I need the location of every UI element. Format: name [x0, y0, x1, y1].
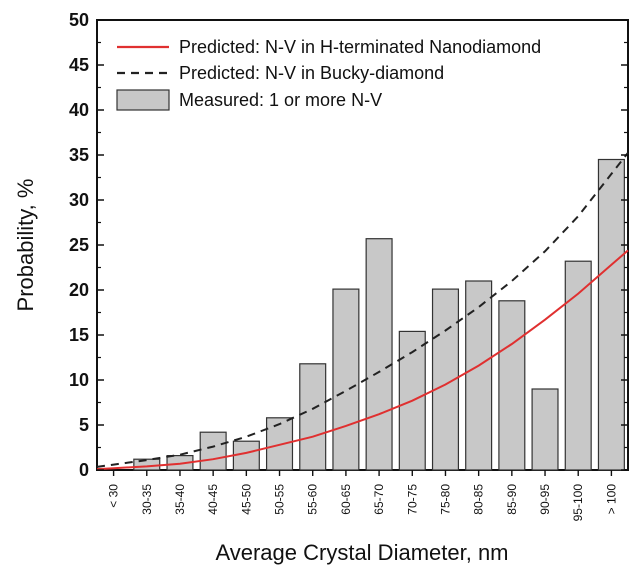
axes-group: 0 5 10 15 20 25 30 35 40 45 50 < 30 30-35 35-40 40-45 4… — [69, 10, 628, 521]
y-tick-label-8: 40 — [69, 100, 89, 120]
bar-3 — [199, 431, 227, 471]
y-axis-title: Probability, % — [13, 179, 38, 312]
x-axis-title: Average Crystal Diameter, nm — [215, 540, 508, 565]
legend-item-measured-swatch — [116, 89, 170, 111]
legend-item-bucky-diamond: Predicted: N-V in Bucky-diamond — [117, 63, 444, 83]
y-tick-label-1: 5 — [79, 415, 89, 435]
legend-item-h-terminated: Predicted: N-V in H-terminated Nanodiamo… — [117, 37, 541, 57]
bar-7 — [332, 288, 360, 471]
y-tick-label-5: 25 — [69, 235, 89, 255]
x-tick-label-7: 60-65 — [339, 484, 353, 515]
y-tick-label-0: 0 — [79, 460, 89, 480]
y-tick-label-10: 50 — [69, 10, 89, 30]
bar-6 — [299, 363, 327, 471]
y-tick-label-2: 10 — [69, 370, 89, 390]
bar-15 — [597, 158, 625, 471]
legend: Predicted: N-V in H-terminated Nanodiamo… — [116, 37, 541, 111]
y-tick-label-3: 15 — [69, 325, 89, 345]
x-tick-label-11: 80-85 — [472, 484, 486, 515]
x-tick-label-9: 70-75 — [405, 484, 419, 515]
legend-item-measured: Measured: 1 or more N-V — [116, 89, 382, 111]
bar-12 — [498, 300, 526, 471]
y-tick-label-7: 35 — [69, 145, 89, 165]
bar-8 — [365, 238, 393, 471]
x-tick-label-4: 45-50 — [239, 484, 253, 515]
x-tick-label-10: 75-80 — [438, 484, 452, 515]
x-tick-label-12: 85-90 — [505, 484, 519, 515]
bar-1 — [133, 458, 161, 471]
legend-item-h-terminated-label: Predicted: N-V in H-terminated Nanodiamo… — [179, 37, 541, 57]
lines-group — [96, 152, 629, 471]
legend-item-bucky-diamond-label: Predicted: N-V in Bucky-diamond — [179, 63, 444, 83]
bar-13 — [531, 388, 559, 471]
x-tick-label-2: 35-40 — [173, 484, 187, 515]
x-tick-label-15: > 100 — [604, 484, 618, 515]
x-tick-label-1: 30-35 — [140, 484, 154, 515]
bar-14 — [564, 260, 592, 471]
y-tick-label-9: 45 — [69, 55, 89, 75]
x-tick-label-8: 65-70 — [372, 484, 386, 515]
x-tick-label-6: 55-60 — [306, 484, 320, 515]
x-tick-label-3: 40-45 — [206, 484, 220, 515]
x-tick-label-5: 50-55 — [273, 484, 287, 515]
h-terminated-line — [96, 249, 629, 471]
legend-item-measured-label: Measured: 1 or more N-V — [179, 90, 382, 110]
x-tick-label-13: 90-95 — [538, 484, 552, 515]
bar-11 — [465, 280, 493, 471]
y-tick-label-6: 30 — [69, 190, 89, 210]
bucky-diamond-line — [96, 152, 629, 468]
x-tick-label-14: 95-100 — [571, 484, 585, 522]
x-tick-label-0: < 30 — [107, 484, 121, 508]
y-tick-label-4: 20 — [69, 280, 89, 300]
